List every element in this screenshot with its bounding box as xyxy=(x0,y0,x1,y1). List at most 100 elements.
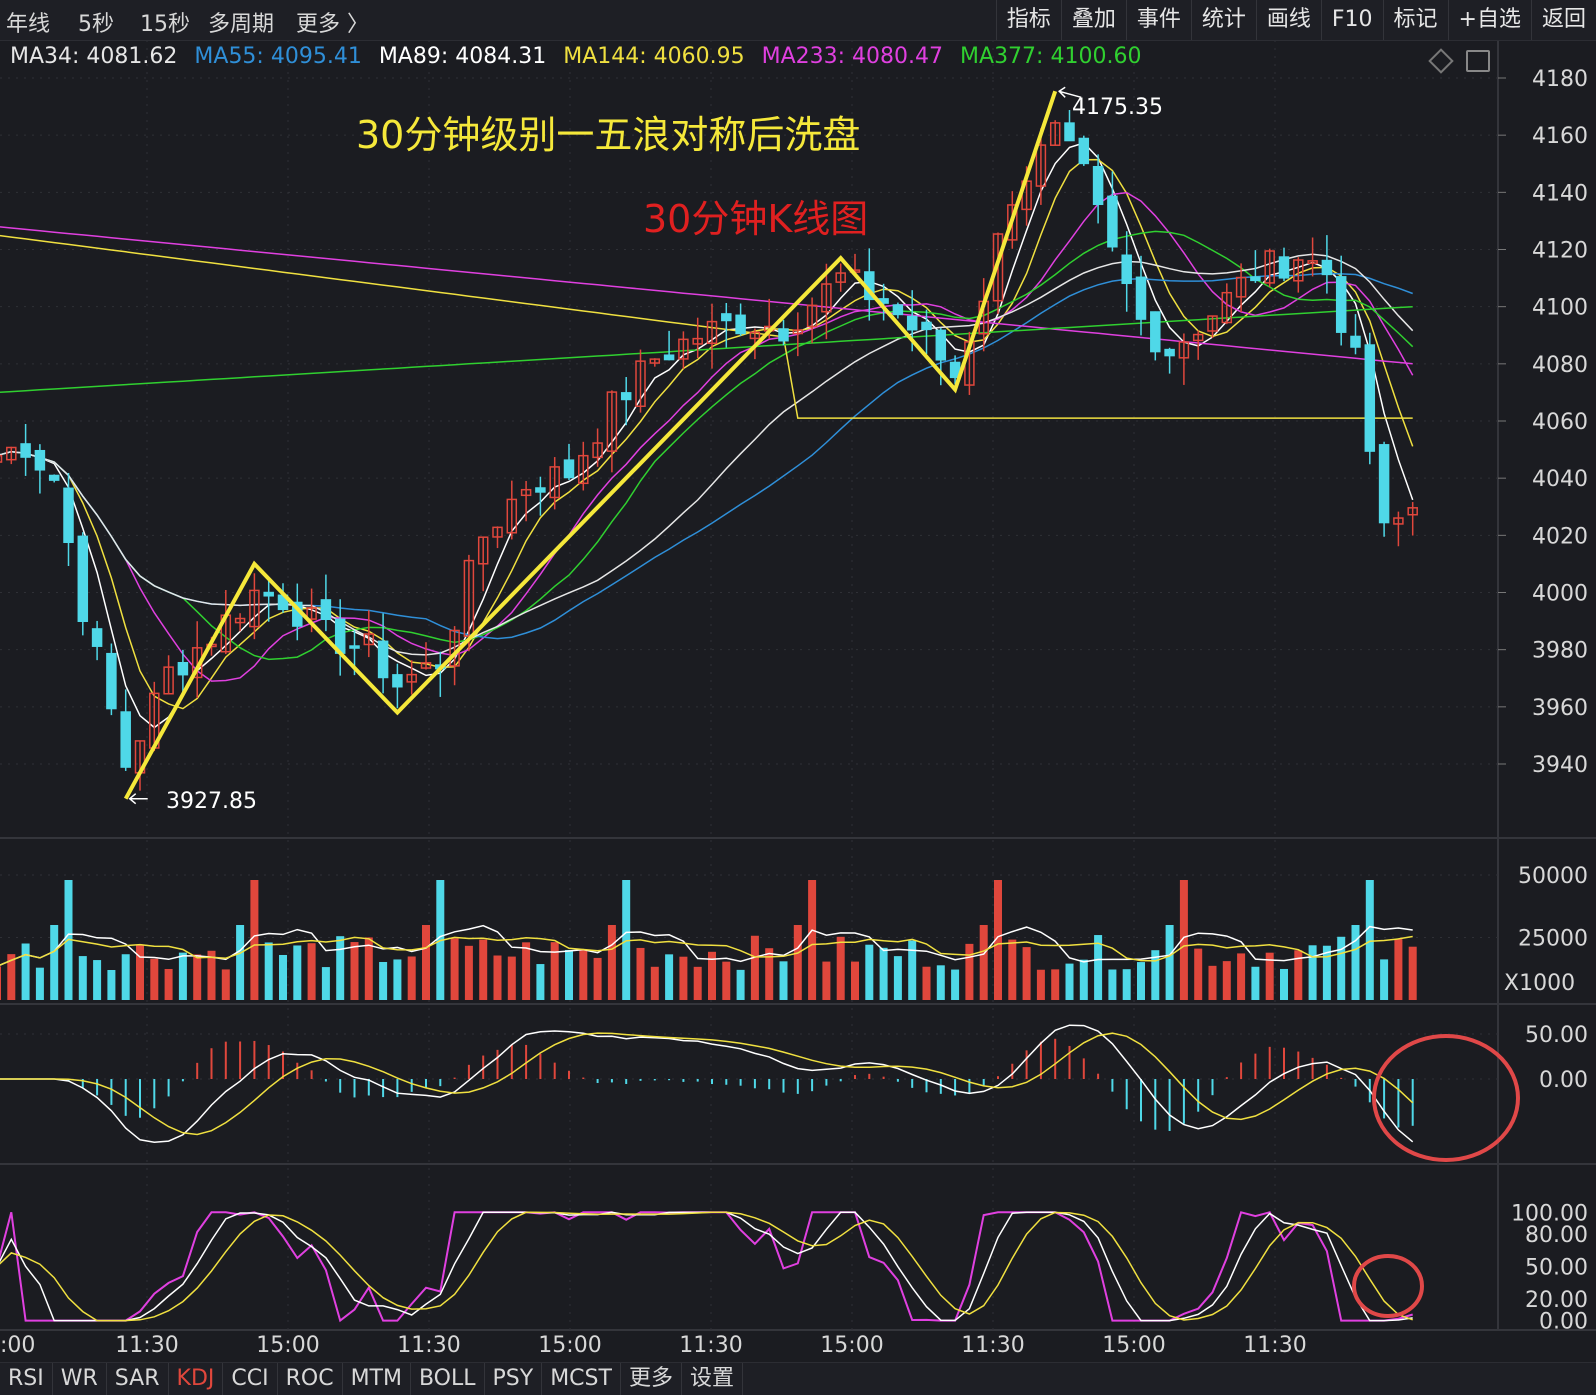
time-tick-label-7: 11:30 xyxy=(961,1333,1024,1358)
indicator-tab-roc[interactable]: ROC xyxy=(278,1363,343,1395)
panel-toggle-icon[interactable] xyxy=(1466,50,1490,72)
indicator-tab-wr[interactable]: WR xyxy=(53,1363,107,1395)
volume-bar xyxy=(193,954,202,1000)
volume-bar xyxy=(93,960,102,1000)
volume-bar xyxy=(493,955,502,1000)
volume-bar xyxy=(765,948,774,1000)
period-year[interactable]: 年线 xyxy=(6,12,51,37)
candle-body xyxy=(935,329,947,361)
indicator-tab-more[interactable]: 更多 xyxy=(621,1363,682,1395)
volume-tick-label-0: 50000 xyxy=(1518,864,1588,889)
candle-body xyxy=(363,633,375,646)
indicator-tab-mcst[interactable]: MCST xyxy=(542,1363,621,1395)
ma-line-4 xyxy=(0,230,1414,661)
volume-bar xyxy=(650,966,659,1000)
volume-bar xyxy=(979,925,988,1000)
event-button[interactable]: 事件 xyxy=(1125,0,1191,40)
kdj-d-line xyxy=(0,1211,1413,1322)
volume-bar xyxy=(1294,950,1303,1000)
volume-bar xyxy=(1194,948,1203,1000)
candle-body xyxy=(377,640,389,679)
wave-zigzag xyxy=(123,90,1058,800)
back-button[interactable]: 返回 xyxy=(1530,0,1596,40)
volume-bar xyxy=(965,943,974,1000)
low-price-label: 3927.85 xyxy=(166,789,257,814)
candle-body xyxy=(592,442,603,459)
volume-bar xyxy=(851,961,859,1000)
overlay-button[interactable]: 叠加 xyxy=(1060,0,1126,40)
price-tick-label-5: 4080 xyxy=(1532,353,1588,378)
indicator-tab-psy[interactable]: PSY xyxy=(485,1363,543,1395)
volume-bar xyxy=(607,925,616,1000)
candle-body xyxy=(234,617,246,624)
volume-bar xyxy=(1265,952,1274,1000)
draw-line-button[interactable]: 画线 xyxy=(1255,0,1321,40)
price-tick-label-10: 3980 xyxy=(1532,639,1588,664)
kdj-tick-label-2: 50.00 xyxy=(1525,1255,1588,1280)
price-tick-label-4: 4100 xyxy=(1532,296,1588,321)
time-tick-label-9: 11:30 xyxy=(1243,1333,1306,1358)
time-tick-label-8: 15:00 xyxy=(1102,1333,1165,1358)
indicator-tab-kdj[interactable]: KDJ xyxy=(169,1363,224,1395)
stats-button[interactable]: 统计 xyxy=(1190,0,1256,40)
volume-bar xyxy=(1165,925,1174,1000)
candle-body xyxy=(1107,195,1118,248)
volume-bar xyxy=(636,947,645,1000)
candle-body xyxy=(249,589,260,628)
add-watchlist-button[interactable]: +自选 xyxy=(1447,0,1531,40)
volume-bar xyxy=(150,958,159,1000)
candle-body xyxy=(649,358,661,364)
indicator-tab-cci[interactable]: CCI xyxy=(223,1363,278,1395)
volume-bar xyxy=(1179,880,1188,1000)
volume-bar xyxy=(808,880,817,1000)
volume-bar xyxy=(7,954,16,1000)
candle-body xyxy=(1321,259,1333,276)
volume-bar xyxy=(1036,969,1045,1000)
chart-annotation-title: 30分钟级别一五浪对称后洗盘 xyxy=(356,113,860,157)
candle-body xyxy=(1235,276,1247,298)
period-5s[interactable]: 5秒 xyxy=(78,12,114,37)
candle-body xyxy=(835,272,846,283)
candle-body xyxy=(1393,517,1404,525)
candle-body xyxy=(420,662,432,669)
volume-bar xyxy=(822,961,831,1000)
macd-dea-line xyxy=(0,1032,1414,1136)
volume-bar xyxy=(1351,925,1360,1000)
macd-panel xyxy=(0,1024,1414,1143)
volume-bar xyxy=(364,937,373,1000)
mark-button[interactable]: 标记 xyxy=(1382,0,1448,40)
indicator-tab-rsi[interactable]: RSI xyxy=(0,1363,53,1395)
candle-body xyxy=(1293,259,1304,282)
candle-body xyxy=(1049,122,1061,146)
volume-bar xyxy=(307,943,316,1000)
volume-bar xyxy=(893,956,902,1000)
volume-bar xyxy=(336,936,345,1000)
time-tick-label-1: 11:30 xyxy=(115,1333,178,1358)
volume-bar xyxy=(951,969,960,1000)
candle-body xyxy=(792,329,804,335)
indicator-button[interactable]: 指标 xyxy=(995,0,1061,40)
volume-bar xyxy=(1322,945,1331,1000)
f10-button[interactable]: F10 xyxy=(1320,0,1383,40)
volume-bar xyxy=(722,961,731,1000)
indicator-tab-mtm[interactable]: MTM xyxy=(343,1363,411,1395)
period-15s[interactable]: 15秒 xyxy=(140,12,190,37)
indicator-tab-sar[interactable]: SAR xyxy=(107,1363,169,1395)
settings-tab[interactable]: 设置 xyxy=(682,1363,743,1395)
volume-bar xyxy=(21,943,30,1000)
volume-ma-2 xyxy=(0,935,1413,966)
macd-tick-label-0: 50.00 xyxy=(1525,1023,1588,1048)
ma-line-3 xyxy=(0,191,1414,682)
indicator-tab-boll[interactable]: BOLL xyxy=(411,1363,485,1395)
candle-body xyxy=(992,233,1004,302)
kdj-tick-label-1: 80.00 xyxy=(1525,1223,1588,1248)
candle-body xyxy=(563,459,575,479)
ma55-value: MA55: 4095.41 xyxy=(194,44,362,69)
ma-line-6 xyxy=(0,253,1414,656)
volume-bar xyxy=(922,966,931,1000)
volume-bar xyxy=(593,957,602,1000)
period-multi[interactable]: 多周期 xyxy=(208,12,275,37)
volume-bar xyxy=(50,925,59,1000)
chart-annotation-subtitle: 30分钟K线图 xyxy=(643,197,868,241)
period-more[interactable]: 更多 〉 xyxy=(296,12,369,37)
